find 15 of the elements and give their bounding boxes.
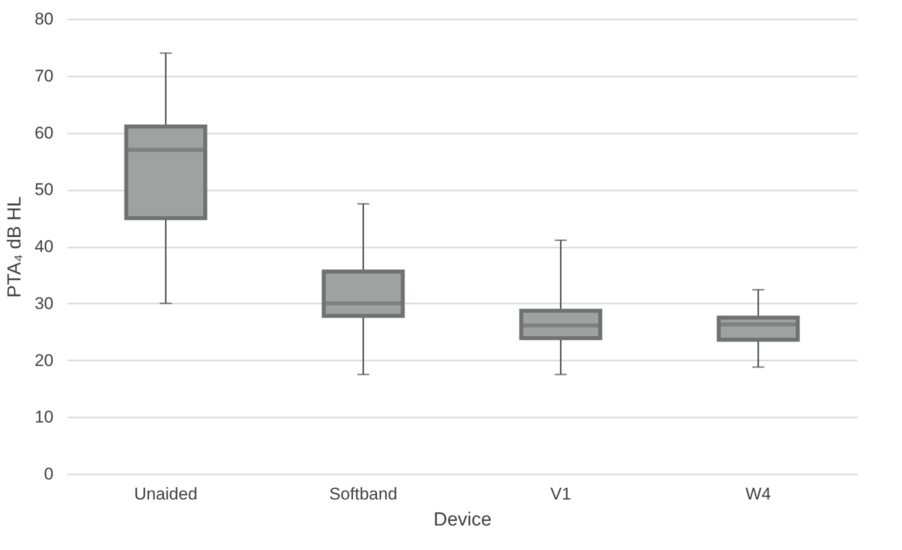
x-tick-label: V1 <box>550 484 572 504</box>
y-tick-label: 60 <box>34 123 54 142</box>
y-tick-label: 80 <box>34 10 54 28</box>
x-axis-title: Device <box>433 510 492 530</box>
x-tick-label: Softband <box>329 484 398 504</box>
x-tick-label: Unaided <box>134 484 198 504</box>
y-tick-label: 70 <box>34 66 54 86</box>
y-tick-label: 20 <box>34 350 54 370</box>
y-tick-label: 0 <box>44 464 54 484</box>
y-tick-label: 50 <box>34 180 54 200</box>
y-tick-label: 10 <box>34 408 54 427</box>
x-tick-label: W4 <box>746 484 771 504</box>
y-tick-label: 40 <box>34 237 54 256</box>
y-tick-label: 30 <box>34 294 54 313</box>
y-axis-title: PTA₄ dB HL <box>4 196 26 298</box>
